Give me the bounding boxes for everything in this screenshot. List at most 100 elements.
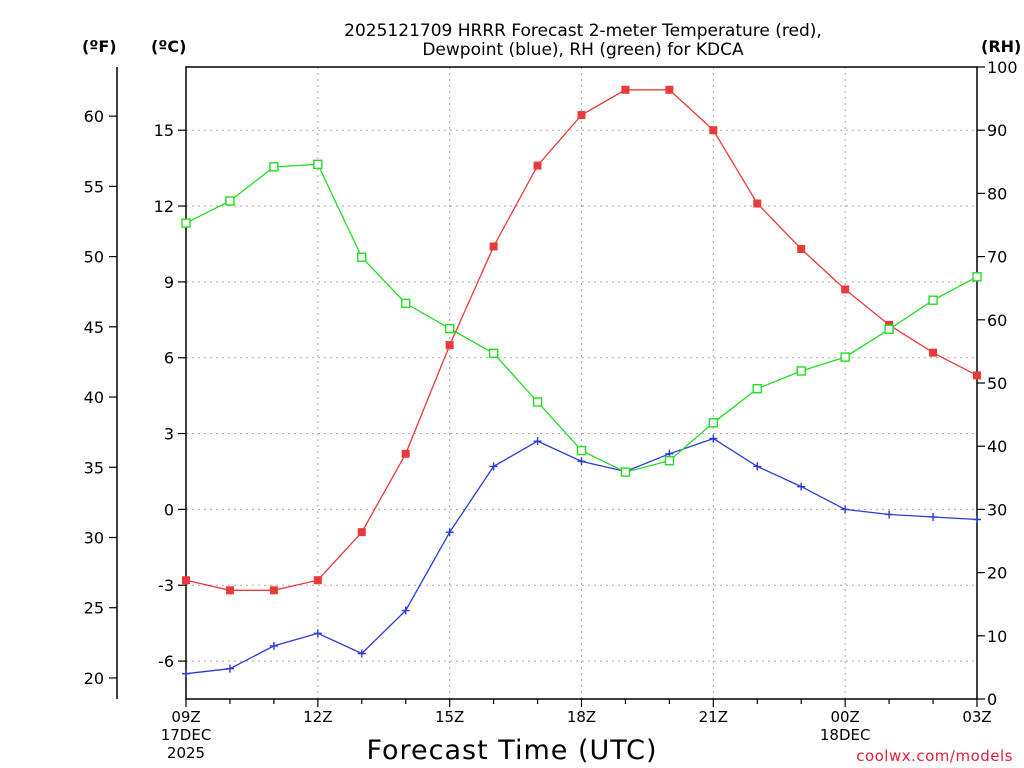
- series-0-point-2: [269, 586, 278, 595]
- series-0-point-5: [401, 449, 410, 458]
- celsius-tick-label-4: 6: [164, 349, 174, 368]
- fahrenheit-tick-label-0: 20: [84, 669, 104, 688]
- series-2-point-12: [708, 418, 719, 428]
- fahrenheit-tick-label-4: 40: [84, 388, 104, 407]
- rh-tick-label-10: 100: [987, 58, 1018, 77]
- series-2-point-2: [269, 162, 279, 172]
- fahrenheit-unit-label: (ºF): [82, 37, 117, 56]
- fahrenheit-tick-label-6: 50: [84, 248, 104, 267]
- rh-unit-label: (RH): [981, 37, 1021, 56]
- series-1-point-9: [577, 457, 586, 466]
- plot-frame: [185, 66, 978, 700]
- series-0-point-9: [577, 111, 586, 120]
- rh-tick-label-6: 60: [987, 311, 1007, 330]
- series-2-point-13: [752, 383, 762, 394]
- celsius-tick-label-7: 15: [154, 121, 174, 140]
- rh-tick-label-9: 90: [987, 121, 1007, 140]
- series-1-point-5: [401, 606, 410, 615]
- series-2-point-17: [928, 295, 938, 305]
- series-0-point-0: [182, 576, 190, 585]
- series-2-point-0: [181, 218, 191, 228]
- rh-tick-label-8: 80: [987, 184, 1007, 203]
- chart-title-line2: Dewpoint (blue), RH (green) for KDCA: [422, 40, 744, 60]
- fahrenheit-tick-label-2: 30: [84, 528, 104, 547]
- series-1-point-12: [709, 434, 718, 443]
- rh-tick-label-7: 70: [987, 248, 1007, 267]
- x-tick-label-5-1: 18DEC: [820, 726, 871, 744]
- series-0-point-6: [445, 341, 454, 350]
- series-1-point-18: [973, 515, 981, 524]
- rh-tick-label-4: 40: [987, 437, 1007, 456]
- series-2-point-18: [972, 272, 982, 282]
- series-0-point-14: [797, 245, 806, 254]
- series-1-point-15: [841, 505, 850, 514]
- data-series: [181, 85, 982, 678]
- series-1-point-16: [885, 510, 894, 519]
- series-2-point-16: [884, 324, 894, 334]
- rh-tick-label-1: 10: [987, 627, 1007, 646]
- x-tick-label-6-0: 03Z: [962, 708, 991, 726]
- series-1-point-3: [313, 629, 322, 638]
- rh-tick-label-2: 20: [987, 564, 1007, 583]
- series-2-point-11: [664, 456, 675, 466]
- x-tick-label-3-0: 18Z: [567, 708, 596, 726]
- series-0-point-17: [929, 348, 938, 357]
- celsius-tick-label-1: -3: [158, 576, 174, 595]
- series-0-point-4: [357, 528, 366, 537]
- series-2-point-7: [488, 348, 499, 358]
- celsius-tick-label-0: -6: [158, 652, 174, 671]
- series-1-point-1: [225, 664, 234, 673]
- fahrenheit-tick-label-1: 25: [84, 599, 104, 618]
- x-tick-label-0-1: 17DEC: [161, 726, 212, 744]
- fahrenheit-tick-label-8: 60: [84, 107, 104, 126]
- series-0-point-13: [753, 199, 762, 208]
- series-0-point-10: [621, 85, 630, 94]
- series-0-point-7: [489, 242, 498, 251]
- series-2-point-10: [620, 467, 631, 477]
- series-2-point-15: [840, 352, 850, 362]
- fahrenheit-tick-label-5: 45: [84, 318, 104, 337]
- series-1-point-8: [533, 437, 542, 446]
- x-tick-label-0-2: 2025: [167, 744, 205, 762]
- series-line-2: [185, 163, 978, 473]
- series-1-point-17: [929, 512, 938, 521]
- celsius-tick-label-5: 9: [164, 273, 174, 292]
- x-axis-label: Forecast Time (UTC): [366, 735, 657, 766]
- rh-tick-label-5: 50: [987, 374, 1007, 393]
- series-1-point-0: [182, 669, 190, 678]
- series-1-point-4: [357, 649, 366, 658]
- series-2-point-5: [401, 298, 411, 309]
- series-2-point-4: [357, 252, 367, 262]
- axes: [116, 66, 978, 700]
- series-0-point-12: [709, 126, 718, 135]
- axis-ticks: -6-3036912152025303540455055600102030405…: [84, 58, 1018, 762]
- x-tick-label-4-0: 21Z: [699, 708, 728, 726]
- celsius-unit-label: (ºC): [151, 37, 186, 56]
- celsius-tick-label-3: 3: [164, 425, 174, 444]
- series-0-point-1: [225, 586, 234, 595]
- series-1-point-2: [269, 641, 278, 650]
- x-tick-label-5-0: 00Z: [830, 708, 859, 726]
- x-tick-label-2-0: 15Z: [435, 708, 464, 726]
- series-2-point-1: [225, 196, 235, 206]
- rh-tick-label-0: 0: [987, 690, 997, 709]
- series-0-point-3: [313, 576, 322, 585]
- series-2-point-9: [576, 445, 587, 456]
- chart-title-line1: 2025121709 HRRR Forecast 2-meter Tempera…: [344, 21, 822, 41]
- grid-lines: [186, 67, 977, 699]
- fahrenheit-tick-label-3: 35: [84, 458, 104, 477]
- credit-text: coolwx.com/models: [856, 747, 1013, 765]
- celsius-tick-label-2: 0: [164, 500, 174, 519]
- celsius-tick-label-6: 12: [154, 197, 174, 216]
- series-2-point-14: [796, 366, 806, 376]
- series-0-point-18: [973, 371, 981, 380]
- x-tick-label-1-0: 12Z: [303, 708, 332, 726]
- fahrenheit-tick-label-7: 55: [84, 177, 104, 196]
- series-0-point-8: [533, 161, 542, 170]
- series-1-point-13: [753, 462, 762, 471]
- series-1-point-6: [445, 528, 454, 537]
- series-1-point-7: [489, 462, 498, 471]
- series-2-point-3: [313, 159, 323, 170]
- series-2-point-8: [532, 397, 543, 407]
